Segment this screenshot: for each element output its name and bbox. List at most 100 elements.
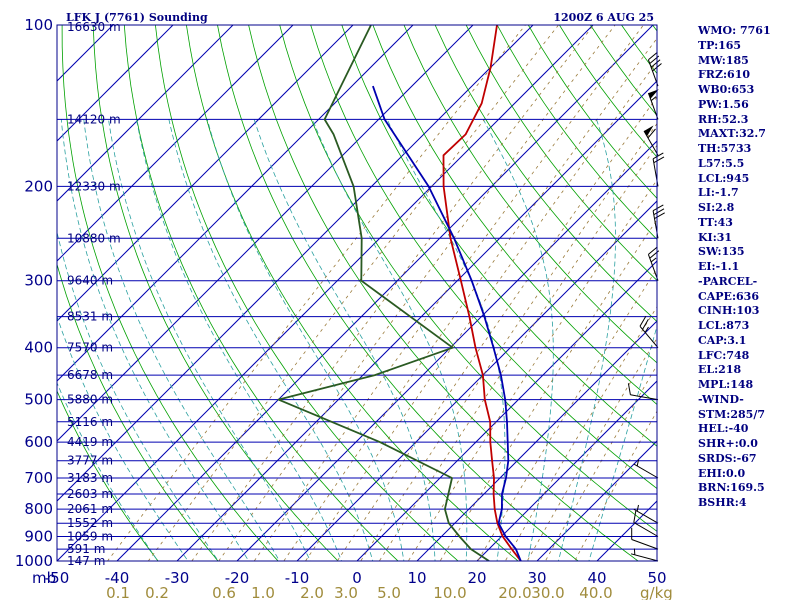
wind-barb	[630, 548, 659, 562]
isotherm-line	[236, 140, 657, 561]
sounding-index-item: SHR+:0.0	[698, 437, 758, 450]
wind-barb	[643, 125, 659, 156]
wind-barb	[627, 383, 659, 401]
pressure-tick-label: 700	[24, 469, 53, 487]
sounding-index-item: KI:31	[698, 230, 733, 244]
height-label: 10880 m	[67, 231, 121, 245]
sounding-index-item: SRDS:-67	[698, 451, 757, 465]
wind-barb-shaft	[633, 508, 659, 524]
mixing-ratio-tick-label: 10.0	[433, 584, 466, 600]
station-title: LFK J (7761) Sounding	[66, 11, 208, 24]
wind-barb-full	[647, 128, 656, 139]
sounding-index-item: MPL:148	[698, 378, 754, 391]
sounding-index-item: TH:5733	[698, 142, 752, 155]
sounding-index-item: WB0:653	[698, 83, 755, 96]
wind-barb-pennant	[644, 125, 654, 137]
pressure-tick-label: 100	[24, 16, 53, 34]
mixing-ratio-tick-label: 2.0	[300, 584, 324, 600]
wind-barb-shaft	[633, 463, 659, 479]
wind-barb-full	[653, 156, 665, 164]
sounding-index-item: L57:5.5	[698, 156, 745, 170]
wind-barb-shaft	[630, 394, 659, 401]
dewpoint-trace	[277, 25, 490, 561]
wind-barb	[639, 315, 659, 349]
sounding-index-item: TT:43	[698, 215, 733, 229]
wind-barb-full	[627, 383, 631, 395]
sounding-index-item: EHI:0.0	[698, 466, 746, 480]
pressure-tick-label: 500	[24, 391, 53, 409]
height-label: 1059 m	[67, 530, 113, 544]
mixing-ratio-line	[526, 337, 657, 561]
wind-barb	[631, 527, 659, 550]
temperature-tick-label: 20	[467, 569, 486, 587]
isotherm-line	[296, 200, 657, 561]
temperature-tick-label: -10	[285, 569, 310, 587]
parcel-trace	[372, 85, 522, 561]
dry-adiabat-line	[786, 1, 800, 573]
sounding-index-item: TP:165	[698, 38, 742, 52]
sounding-index-item: -PARCEL-	[698, 274, 758, 288]
isotherm-line	[57, 25, 534, 502]
wind-barb-full	[652, 204, 664, 212]
mixing-ratio-tick-label: 5.0	[377, 584, 401, 600]
isotherm-line	[57, 25, 294, 262]
pressure-tick-label: 400	[24, 339, 53, 357]
pressure-tick-label: 300	[24, 272, 53, 290]
isotherm-line	[57, 25, 234, 202]
wind-barb-full	[633, 510, 637, 523]
isotherm-line	[116, 25, 654, 561]
wind-barb-full	[653, 208, 665, 216]
isotherm-line	[57, 25, 174, 142]
wind-barb	[633, 459, 659, 479]
mixing-ratio-line	[253, 25, 644, 561]
wind-barb-shaft	[633, 522, 659, 537]
height-label: 1552 m	[67, 516, 113, 530]
wind-barb-half	[636, 459, 639, 467]
isotherm-line	[57, 25, 354, 322]
wind-barb-shaft	[647, 59, 659, 87]
height-label: 591 m	[67, 542, 105, 556]
temperature-tick-label: -40	[105, 569, 130, 587]
height-label: 5880 m	[67, 393, 113, 407]
height-label: 16630 m	[67, 20, 121, 34]
mixing-ratio-line	[305, 61, 657, 561]
height-label: 7570 m	[67, 341, 113, 355]
wind-barb-full	[648, 51, 658, 61]
sounding-index-item: CINH:103	[698, 304, 760, 318]
temperature-tick-label: -50	[45, 569, 70, 587]
height-label: 14120 m	[67, 112, 121, 126]
mixing-ratio-line	[504, 306, 657, 561]
mixing-ratio-line	[544, 364, 657, 561]
pressure-tick-label: 600	[24, 433, 53, 451]
sounding-index-item: CAPE:636	[698, 289, 759, 303]
wind-barb-shaft	[647, 92, 659, 120]
isotherm-line	[176, 80, 657, 561]
sounding-index-item: EL:218	[698, 363, 742, 377]
isotherm-line	[476, 380, 657, 561]
isotherm-line	[356, 260, 657, 561]
dry-adiabat-line	[57, 262, 219, 561]
wind-barb-full	[642, 318, 649, 330]
mixing-ratio-line	[439, 218, 657, 561]
mixing-ratio-tick-label: 30.0	[531, 584, 564, 600]
height-label: 3777 m	[67, 454, 113, 468]
mixing-ratio-line	[336, 96, 657, 561]
mixing-ratio-line	[407, 179, 657, 561]
mixing-ratio-tick-label: 1.0	[251, 584, 275, 600]
wind-barb-shaft	[643, 130, 659, 156]
height-label: 147 m	[67, 554, 105, 568]
mixing-ratio-line	[360, 122, 657, 561]
temperature-tick-label: 0	[352, 569, 362, 587]
sounding-index-item: LI:-1.7	[698, 186, 739, 200]
sounding-index-item: SW:135	[698, 245, 745, 259]
pressure-tick-label: 800	[24, 500, 53, 518]
sounding-index-item: LFC:748	[698, 348, 750, 362]
sounding-index-item: BSHR:4	[698, 496, 747, 509]
sounding-index-item: CAP:3.1	[698, 333, 747, 347]
sounding-index-item: HEL:-40	[698, 422, 749, 436]
height-label: 5116 m	[67, 415, 113, 429]
sounding-index-item: -WIND-	[698, 392, 744, 406]
wind-barb	[633, 510, 659, 537]
wind-barb-pennant	[648, 89, 659, 99]
